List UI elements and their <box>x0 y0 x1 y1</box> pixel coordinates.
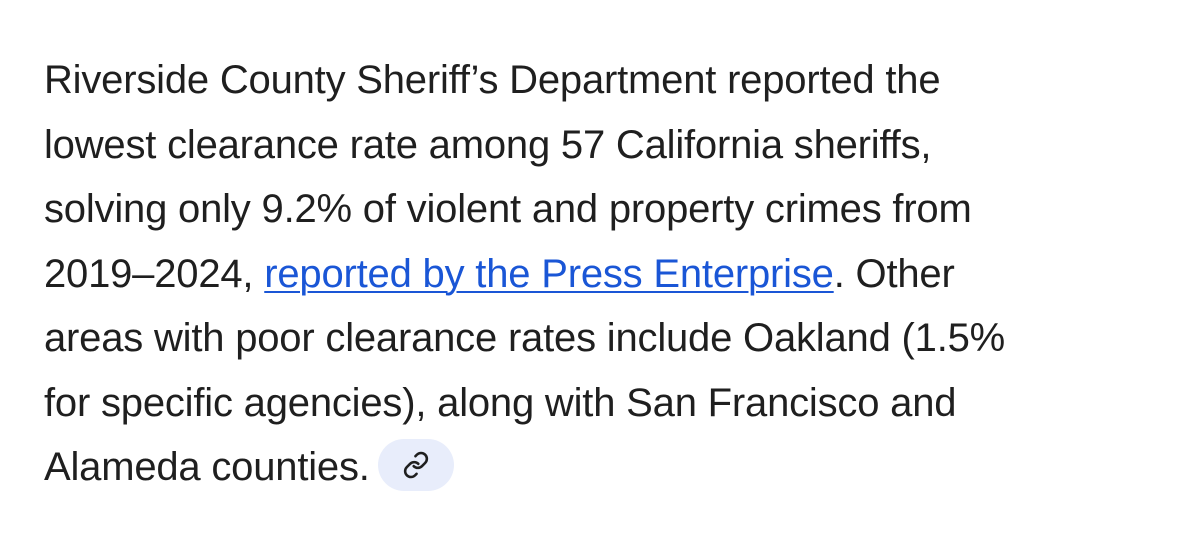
link-icon <box>403 452 428 479</box>
paragraph-line-1: Riverside County Sheriff’s Department re… <box>44 58 941 102</box>
paragraph-line-5: areas with poor clearance rates include … <box>44 316 1006 360</box>
paragraph-line-4: 2019–2024, reported by the Press Enterpr… <box>44 242 1164 307</box>
paragraph-line-4-suffix: . Other <box>833 251 955 296</box>
source-link-chip[interactable] <box>377 439 454 492</box>
paragraph-line-7: Alameda counties. <box>44 435 1164 500</box>
paragraph-line-6: for specific agencies), along with San F… <box>44 380 957 425</box>
paragraph-line-7-text: Alameda counties. <box>44 445 370 489</box>
response-paragraph: Riverside County Sheriff’s Department re… <box>44 48 1164 500</box>
paragraph-line-3: solving only 9.2% of violent and propert… <box>44 187 972 231</box>
paragraph-line-2: lowest clearance rate among 57 Californi… <box>44 122 932 167</box>
paragraph-line-4-prefix: 2019–2024, <box>44 251 265 296</box>
press-enterprise-link[interactable]: reported by the Press Enterprise <box>264 251 834 296</box>
